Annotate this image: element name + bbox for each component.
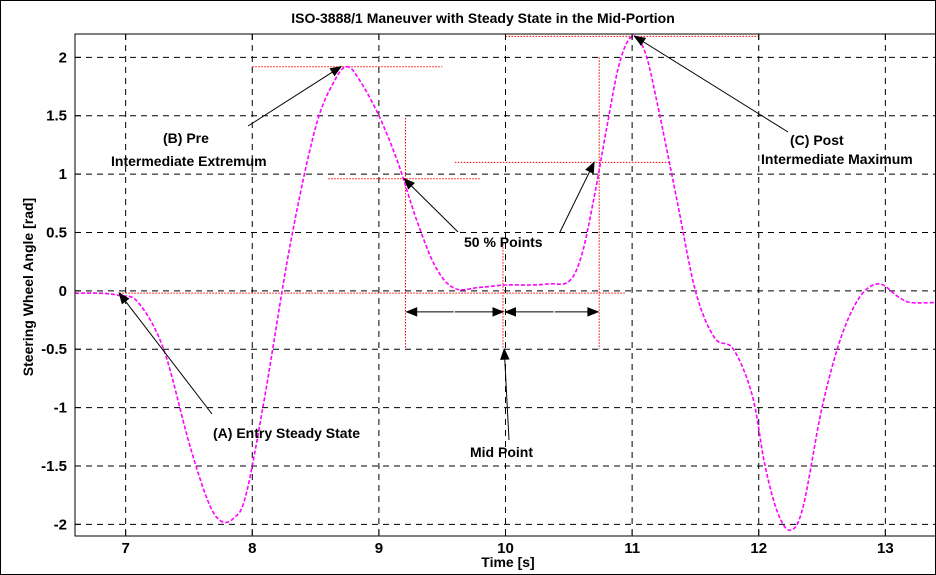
- x-tick-label: 13: [877, 540, 894, 557]
- x-axis-label: Time [s]: [481, 554, 534, 570]
- chart-title: ISO-3888/1 Maneuver with Steady State in…: [291, 10, 675, 26]
- interval-left-b-head: [492, 307, 505, 317]
- arrow-mid-shaft: [503, 349, 510, 441]
- tick-labels: 7 8 9 10 11 12 13 -2 -1.5 -1 -0.5 0 0.5 1 1.5 2: [41, 49, 894, 557]
- y-axis-label: Steering Wheel Angle [rad]: [20, 198, 36, 376]
- interval-right-a-head: [504, 307, 516, 317]
- x-tick-label: 10: [497, 540, 514, 557]
- annotation-pre-line2: Intermediate Extremum: [111, 153, 267, 169]
- x-tick-label: 9: [375, 540, 383, 557]
- arrow-fifty-right-head: [585, 161, 595, 174]
- arrow-pre-head: [329, 65, 343, 77]
- x-tick-label: 7: [121, 540, 129, 557]
- y-tick-label: -2: [54, 516, 67, 533]
- y-tick-label: 1: [59, 166, 67, 183]
- y-tick-label: -0.5: [41, 341, 67, 358]
- arrow-entry-head: [118, 292, 130, 305]
- steering-angle-series: [74, 35, 936, 532]
- x-tick-label: 11: [624, 540, 640, 557]
- arrow-fifty-left-shaft: [403, 178, 459, 233]
- arrow-entry-shaft: [118, 292, 213, 415]
- arrow-fifty-left-head: [403, 177, 415, 190]
- y-tick-label: 0.5: [46, 224, 67, 241]
- interval-left-a-head: [405, 307, 418, 317]
- annotation-post-line2: Intermediate Maximum: [761, 151, 913, 167]
- grid: [75, 34, 936, 536]
- annotation-pre-line1: (B) Pre: [163, 130, 209, 146]
- axis-ticks: [75, 34, 886, 536]
- y-tick-label: 2: [59, 49, 67, 66]
- x-tick-label: 12: [750, 540, 767, 557]
- arrow-mid-head: [500, 347, 510, 360]
- arrow-post-head: [633, 35, 647, 46]
- annotation-entry: (A) Entry Steady State: [213, 425, 360, 441]
- annotation-arrows: [118, 35, 789, 441]
- annotation-fifty-percent: 50 % Points: [464, 234, 543, 250]
- interval-right-b-head: [587, 307, 600, 317]
- arrow-fifty-right-shaft: [559, 162, 595, 233]
- y-tick-label: 0: [59, 283, 67, 300]
- arrow-pre-shaft: [247, 66, 342, 127]
- x-tick-label: 8: [248, 540, 256, 557]
- y-tick-label: -1: [54, 400, 67, 417]
- y-tick-label: 1.5: [46, 108, 67, 125]
- arrow-post-shaft: [634, 35, 789, 133]
- annotation-post-line1: (C) Post: [790, 132, 844, 148]
- annotation-mid-point: Mid Point: [470, 444, 533, 460]
- y-tick-label: -1.5: [41, 458, 67, 475]
